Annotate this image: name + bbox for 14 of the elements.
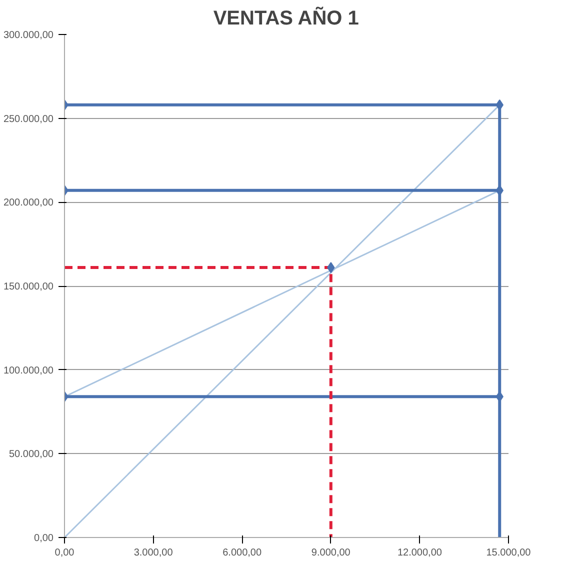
chart-title: VENTAS AÑO 1 (213, 6, 359, 30)
x-tick-label: 15.000,00 (486, 548, 532, 558)
y-tick-label: 300.000,00 (3, 30, 54, 41)
y-tick-label: 0,00 (34, 533, 54, 544)
y-tick-label: 150.000,00 (3, 282, 54, 292)
x-tick-label: 12.000,00 (397, 548, 442, 558)
y-tick-label: 100.000,00 (3, 365, 54, 376)
x-tick-label: 6.000,00 (222, 548, 262, 558)
y-tick-label: 200.000,00 (3, 198, 54, 209)
x-tick-label: 3.000,00 (134, 548, 174, 558)
x-tick-label: 9.000,00 (311, 548, 351, 558)
y-tick-label: 50.000,00 (9, 449, 54, 460)
y-tick-label: 250.000,00 (3, 114, 54, 125)
x-tick-label: 0,00 (54, 548, 75, 558)
